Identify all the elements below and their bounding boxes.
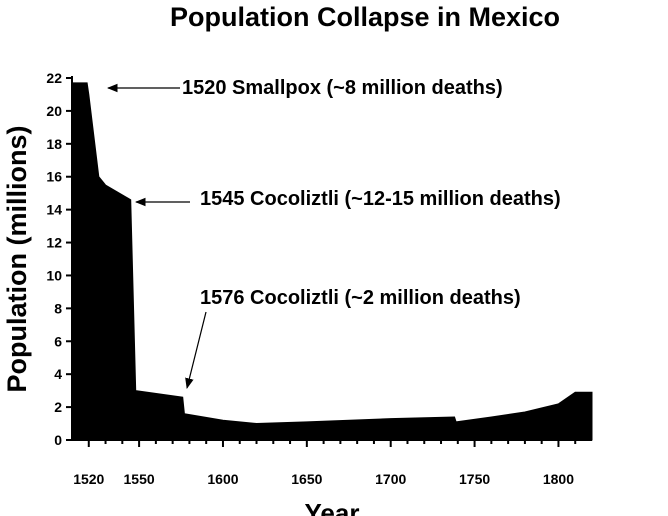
x-tick-label-1700: 1700 — [375, 471, 406, 487]
y-tick-label-12: 12 — [46, 235, 62, 251]
y-tick-label-4: 4 — [54, 366, 62, 382]
y-axis-label: Population (millions) — [2, 126, 32, 393]
y-tick-label-6: 6 — [54, 333, 62, 349]
x-tick-label-1520: 1520 — [73, 471, 104, 487]
y-tick-label-22: 22 — [46, 70, 62, 86]
x-axis-label: Year — [305, 498, 360, 516]
x-tick-label-1600: 1600 — [207, 471, 238, 487]
y-tick-label-0: 0 — [54, 432, 62, 448]
y-tick-label-20: 20 — [46, 103, 62, 119]
y-tick-label-18: 18 — [46, 136, 62, 152]
annotation-label-1: 1545 Cocoliztli (~12-15 million deaths) — [200, 188, 561, 210]
annotation-arrow-2 — [185, 311, 207, 390]
annotation-label-2: 1576 Cocoliztli (~2 million deaths) — [200, 287, 521, 309]
x-tick-label-1800: 1800 — [543, 471, 574, 487]
y-tick-label-16: 16 — [46, 169, 62, 185]
y-tick-label-8: 8 — [54, 300, 62, 316]
chart-title: Population Collapse in Mexico — [169, 2, 561, 32]
annotation-label-0: 1520 Smallpox (~8 million deaths) — [182, 77, 503, 99]
x-tick-label-1550: 1550 — [124, 471, 155, 487]
area-series-0 — [71, 82, 593, 441]
y-tick-label-14: 14 — [46, 202, 62, 218]
y-tick-label-2: 2 — [54, 399, 62, 415]
x-tick-label-1650: 1650 — [291, 471, 322, 487]
x-tick-label-1750: 1750 — [459, 471, 490, 487]
y-tick-label-10: 10 — [46, 267, 62, 283]
